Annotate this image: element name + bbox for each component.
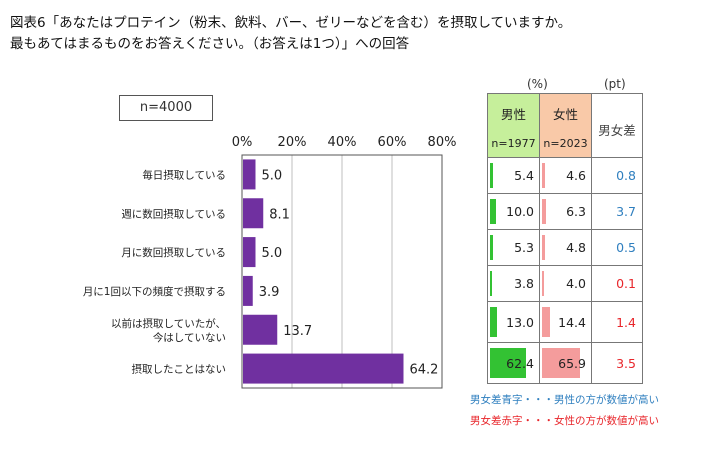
male-value: 3.8 [514,276,534,291]
female-bar [542,163,545,188]
note-red: 男女差赤字・・・女性の方が数値が高い [470,415,659,427]
male-bar [490,271,493,296]
diff-cell: 1.4 [591,301,643,343]
bar [243,275,253,306]
table-row: 3.8 4.0 0.1 [487,265,643,302]
bar-chart: 0% 20% 40% 60% 80% 5.0 毎日摂取している 8.1 週に数回摂取している 5.… [83,135,457,389]
male-value: 13.0 [506,314,534,330]
female-cell: 6.3 [539,193,592,230]
female-cell: 4.0 [539,265,592,302]
diff-cell: 0.1 [591,265,643,302]
male-value: 62.4 [506,355,534,371]
male-bar [490,307,498,337]
data-label: 5.0 [262,168,283,183]
diff-cell: 0.5 [591,229,643,266]
table-row: 13.0 14.4 1.4 [487,301,643,343]
table-row: 5.4 4.6 0.8 [487,157,643,194]
female-cell: 65.9 [539,342,592,384]
male-bar [490,199,496,224]
male-header: 男性 [500,107,526,122]
male-bar [490,235,494,260]
female-cell: 14.4 [539,301,592,343]
male-value: 5.3 [514,240,534,255]
note-blue: 男女差青字・・・男性の方が数値が高い [470,394,659,406]
gender-comparison-table: 男性 n=1977 女性 n=2023 男女差 5.4 4.6 0.8 10.0 6.3… [487,93,643,384]
category-label: 毎日摂取している [142,168,226,181]
diff-value: 0.8 [616,168,636,183]
female-cell: 4.6 [539,157,592,194]
unit-percent-label: (%) [527,77,548,91]
female-bar [542,271,545,296]
diff-value: 3.5 [616,355,636,371]
male-bar [490,163,494,188]
plot-frame [241,154,443,389]
female-value: 14.4 [558,314,586,330]
female-value: 4.0 [566,276,586,291]
data-label: 5.0 [262,246,283,261]
chart-title-line1: 図表6「あなたはプロテイン（粉末、飲料、バー、ゼリーなどを含む）を摂取しています… [10,15,572,31]
bar [243,198,264,229]
category-label: 週に数回摂取している [121,207,226,220]
male-cell: 13.0 [487,301,540,343]
data-label: 64.2 [410,363,439,378]
category-label: 今はしていない [153,331,226,344]
chart-title-line2: 最もあてはまるものをお答えください。（お答えは1つ）」への回答 [10,36,410,52]
data-label: 3.9 [259,285,280,300]
data-label: 13.7 [283,324,312,339]
x-tick-label: 60% [378,135,407,150]
female-value: 65.9 [558,355,586,371]
x-tick-label: 20% [278,135,307,150]
male-value: 10.0 [506,204,534,219]
female-bar [542,348,580,378]
sample-size-box: n=4000 [119,95,213,121]
table-row: 62.4 65.9 3.5 [487,342,643,384]
female-bar [542,307,551,337]
female-bar [542,199,546,224]
male-sample-size: n=1977 [491,137,536,150]
diff-value: 0.1 [616,276,636,291]
x-tick-label: 80% [428,135,457,150]
female-sample-size: n=2023 [543,137,588,150]
x-tick-label: 40% [328,135,357,150]
table-row: 5.3 4.8 0.5 [487,229,643,266]
bar [243,159,256,190]
category-label: 摂取したことはない [132,363,227,376]
male-cell: 5.4 [487,157,540,194]
diff-cell: 3.5 [591,342,643,384]
category-label: 月に1回以下の頻度で摂取する [83,285,226,298]
diff-cell: 3.7 [591,193,643,230]
category-label: 月に数回摂取している [121,246,226,259]
diff-value: 1.4 [616,314,636,330]
male-bar [490,348,526,378]
female-header-cell: 女性 n=2023 [539,93,592,158]
female-value: 6.3 [566,204,586,219]
female-header: 女性 [552,107,578,122]
diff-value: 0.5 [616,240,636,255]
female-bar [542,235,545,260]
diff-value: 3.7 [616,204,636,219]
female-cell: 4.8 [539,229,592,266]
female-value: 4.6 [566,168,586,183]
male-header-cell: 男性 n=1977 [487,93,540,158]
male-cell: 5.3 [487,229,540,266]
bar [243,237,256,268]
bar [243,314,278,345]
male-cell: 62.4 [487,342,540,384]
diff-header: 男女差 [598,123,636,138]
data-label: 8.1 [269,207,290,222]
bar [243,353,404,384]
male-cell: 10.0 [487,193,540,230]
diff-header-cell: 男女差 [591,93,643,158]
table-row: 10.0 6.3 3.7 [487,193,643,230]
female-value: 4.8 [566,240,586,255]
male-value: 5.4 [514,168,534,183]
category-label: 以前は摂取していたが、 [111,317,226,330]
unit-point-label: (pt) [604,77,626,91]
x-tick-label: 0% [232,135,253,150]
diff-cell: 0.8 [591,157,643,194]
male-cell: 3.8 [487,265,540,302]
